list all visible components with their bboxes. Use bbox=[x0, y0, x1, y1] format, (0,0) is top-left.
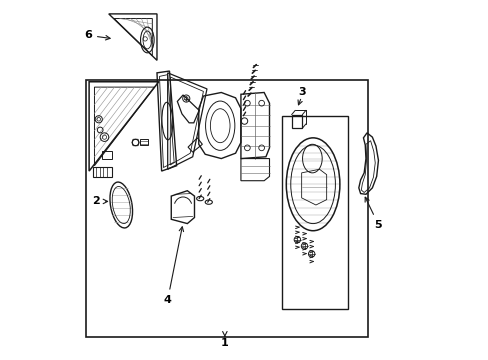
Bar bbox=[93, 167, 112, 177]
Text: 2: 2 bbox=[92, 197, 107, 206]
Text: 3: 3 bbox=[297, 87, 305, 98]
Text: 1: 1 bbox=[221, 338, 228, 347]
Bar bbox=[85, 80, 367, 337]
Text: 4: 4 bbox=[163, 227, 183, 305]
Bar bbox=[140, 139, 147, 145]
Bar bbox=[102, 152, 112, 159]
Text: 5: 5 bbox=[365, 197, 382, 230]
Text: 6: 6 bbox=[84, 30, 110, 40]
Bar bbox=[282, 116, 347, 309]
